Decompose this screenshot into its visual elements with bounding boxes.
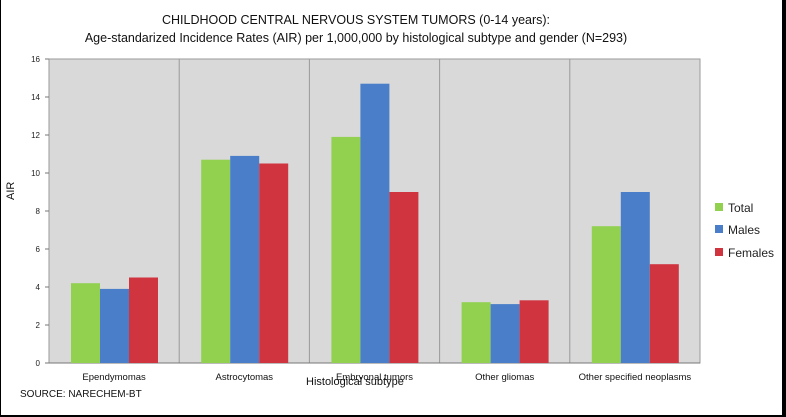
y-tick-label: 16 [31, 55, 40, 64]
source-note: SOURCE: NARECHEM-BT [20, 389, 142, 400]
bar-males-4 [620, 192, 650, 363]
x-axis-label: Histological subtype [306, 376, 404, 388]
y-tick-label: 4 [36, 283, 41, 292]
legend-label-total: Total [728, 201, 754, 215]
legend-label-females: Females [728, 246, 775, 260]
legend-item-total: Total [715, 201, 753, 215]
x-tick-label: Astrocytomas [216, 372, 274, 383]
bar-females-3 [519, 300, 549, 363]
bar-total-3 [461, 302, 491, 363]
y-tick-label: 2 [36, 321, 41, 330]
bar-total-0 [71, 283, 100, 363]
chart-title: CHILDHOOD CENTRAL NERVOUS SYSTEM TUMORS … [161, 13, 551, 27]
bar-females-0 [129, 277, 158, 363]
bar-males-3 [490, 304, 520, 363]
legend-swatch-females [715, 248, 723, 256]
x-tick-label: Other specified neoplasms [579, 372, 692, 383]
y-tick-label: 12 [31, 131, 40, 140]
legend-swatch-males [715, 225, 723, 233]
bar-males-1 [230, 155, 260, 363]
y-tick-label: 0 [36, 359, 41, 368]
bar-total-1 [201, 159, 231, 363]
legend-item-males: Males [715, 223, 760, 237]
x-tick-label: Embryonal tumors [336, 372, 413, 383]
bar-females-4 [649, 264, 679, 363]
legend-item-females: Females [715, 246, 774, 260]
chart-subtitle: Age-standarized Incidence Rates (AIR) pe… [84, 31, 628, 45]
bar-males-0 [100, 288, 129, 363]
bar-females-1 [259, 163, 289, 363]
y-tick-label: 8 [36, 207, 41, 216]
y-axis-label: AIR [5, 181, 17, 200]
bar-males-2 [360, 83, 390, 363]
bar-total-4 [591, 226, 621, 363]
y-tick-label: 14 [31, 93, 40, 102]
y-tick-label: 6 [36, 245, 41, 254]
bar-females-2 [389, 192, 419, 363]
bar-total-2 [331, 136, 361, 363]
legend-swatch-total [715, 203, 723, 211]
legend-label-males: Males [728, 223, 761, 237]
y-tick-label: 10 [31, 169, 40, 178]
x-tick-label: Other gliomas [475, 372, 534, 383]
x-tick-label: Ependymomas [82, 372, 146, 383]
